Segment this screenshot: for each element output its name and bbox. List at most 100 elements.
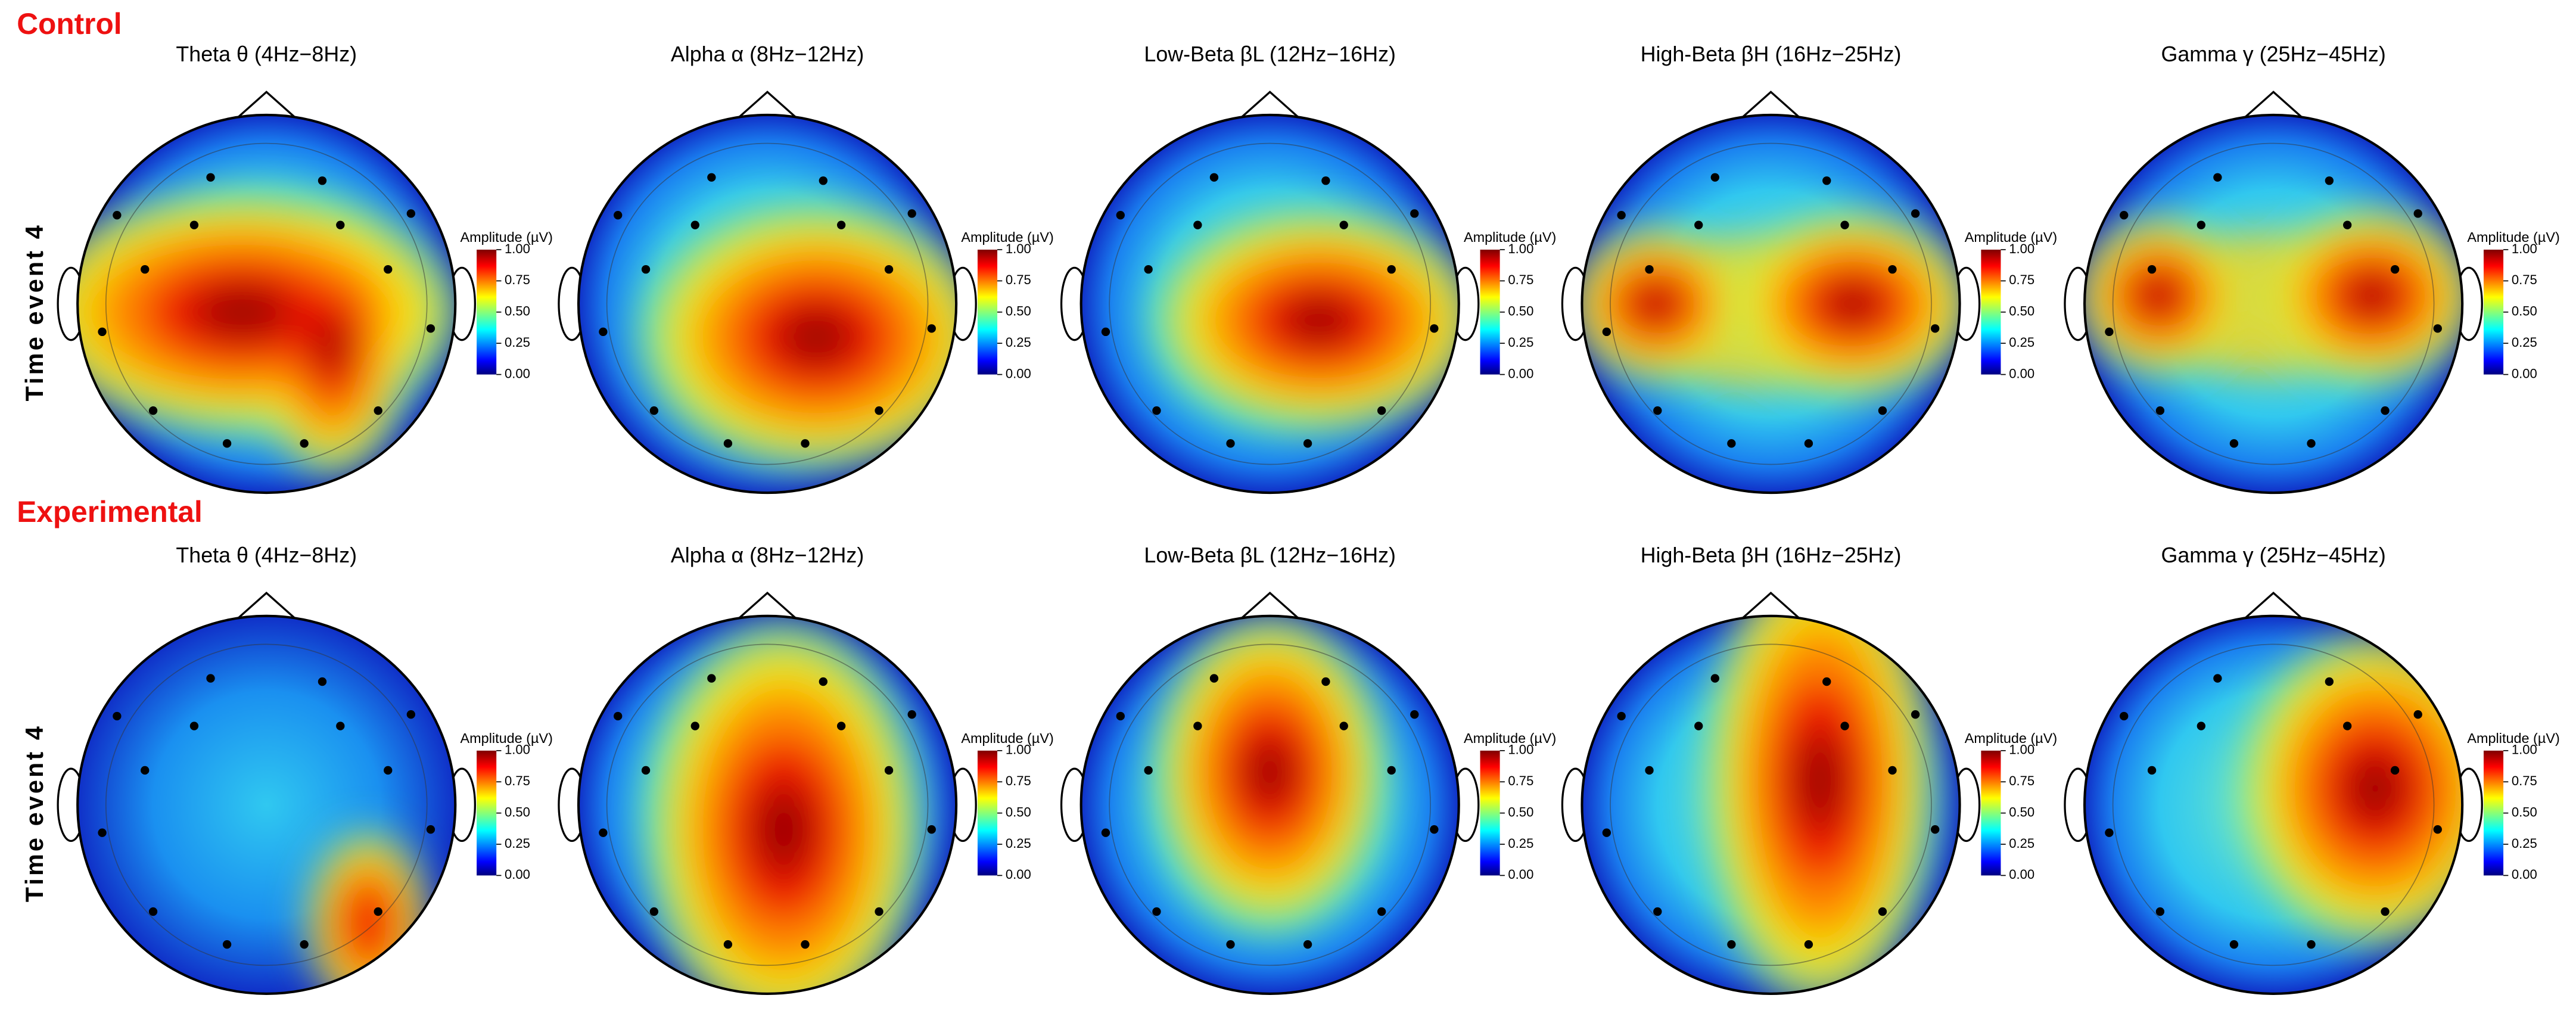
colorbar-tick-label: 1.00	[1508, 241, 1533, 256]
electrode	[2213, 173, 2222, 182]
colorbar-tick-label: 0.00	[2009, 366, 2034, 381]
panel-title: Alpha α (8Hz−12Hz)	[671, 543, 864, 567]
electrode	[599, 828, 608, 837]
colorbar-tick-label: 0.50	[1508, 804, 1533, 819]
electrode	[189, 722, 199, 730]
electrode	[2390, 265, 2400, 274]
hot-spots	[2085, 207, 2463, 385]
colorbar-tick-label: 1.00	[2512, 241, 2537, 256]
hot-spots	[77, 190, 456, 478]
head	[2083, 113, 2464, 495]
electrode	[2213, 674, 2222, 683]
electrode	[2390, 766, 2400, 775]
electrode	[426, 825, 435, 834]
nose	[2243, 91, 2304, 119]
panel-title: Theta θ (4Hz−8Hz)	[176, 42, 357, 66]
nose	[236, 592, 297, 620]
electrode	[206, 674, 215, 683]
electrode	[1931, 825, 1940, 834]
blob	[753, 782, 814, 876]
electrode	[1226, 439, 1235, 448]
electrode	[1339, 220, 1348, 229]
hot-spots	[646, 618, 922, 994]
colorbar-tick-label: 0.25	[2009, 335, 2034, 350]
blob	[2139, 278, 2177, 314]
topomap	[77, 615, 456, 994]
colorbar-tick-label: 0.25	[2512, 335, 2537, 350]
electrode	[1710, 173, 1719, 182]
electrode	[2155, 907, 2165, 916]
colorbar-tick-label: 0.25	[505, 335, 530, 350]
electrode	[1617, 711, 1626, 721]
electrode	[875, 907, 883, 916]
electrode	[1653, 907, 1662, 916]
electrode	[1377, 406, 1386, 415]
electrode	[113, 210, 122, 220]
electrode	[2197, 220, 2205, 229]
electrode	[141, 766, 150, 775]
electrode	[2120, 711, 2129, 721]
electrode	[1116, 210, 1125, 220]
electrode	[374, 406, 382, 415]
electrode	[1710, 674, 1719, 683]
colorbar	[1981, 250, 2001, 375]
panel-title: Gamma γ (25Hz−45Hz)	[2161, 543, 2385, 567]
electrode	[1878, 406, 1887, 415]
row-label: Time event 4	[21, 223, 48, 401]
colorbar-tick-label: 0.50	[1006, 804, 1031, 819]
electrode	[1694, 722, 1703, 730]
contour	[1109, 142, 1431, 465]
electrode	[2307, 439, 2316, 448]
electrode	[98, 327, 107, 337]
colorbar-tick-label: 0.00	[2009, 867, 2034, 882]
colorbar-tick-label: 0.25	[1508, 335, 1533, 350]
electrode	[690, 220, 699, 229]
electrode	[2229, 940, 2239, 949]
electrode	[801, 940, 810, 949]
electrode	[836, 722, 846, 730]
colorbar-tick-label: 0.00	[1006, 366, 1031, 381]
electrode	[641, 265, 651, 274]
colorbar-tick-label: 0.00	[1508, 366, 1533, 381]
electrode	[148, 907, 158, 916]
topomap	[2085, 615, 2463, 994]
hot-spots	[1582, 210, 1960, 397]
colorbar-tick-label: 0.25	[2009, 836, 2034, 851]
electrode	[113, 711, 122, 721]
panel-title: Gamma γ (25Hz−45Hz)	[2161, 42, 2385, 66]
nose	[1239, 91, 1301, 119]
blob	[315, 315, 350, 375]
colorbar-tick-label: 0.50	[505, 304, 530, 319]
electrode	[707, 173, 716, 182]
colorbar	[477, 750, 497, 876]
electrode	[1645, 265, 1654, 274]
electrode	[1602, 327, 1611, 337]
blob	[777, 307, 856, 366]
electrode	[1888, 766, 1897, 775]
contour	[606, 643, 929, 966]
electrode	[1727, 940, 1736, 949]
group-label: Experimental	[17, 495, 203, 528]
electrode	[2105, 327, 2114, 337]
electrode	[690, 722, 699, 730]
electrode	[1645, 766, 1654, 775]
electrode	[1430, 324, 1439, 333]
colorbar	[1480, 750, 1500, 876]
colorbar-tick-label: 1.00	[2009, 241, 2034, 256]
topomap	[77, 114, 456, 493]
electrode	[1931, 324, 1940, 333]
electrode	[1911, 209, 1920, 218]
contour	[2112, 643, 2435, 966]
head	[577, 614, 958, 995]
electrode	[2433, 324, 2442, 333]
electrode	[875, 406, 883, 415]
electrode	[2229, 439, 2239, 448]
head	[76, 113, 457, 495]
contour	[105, 142, 428, 465]
electrode	[2120, 210, 2129, 220]
electrode	[2325, 176, 2334, 185]
electrode	[614, 711, 623, 721]
electrode	[1653, 406, 1662, 415]
nose	[737, 592, 798, 620]
colorbar	[1480, 250, 1500, 375]
